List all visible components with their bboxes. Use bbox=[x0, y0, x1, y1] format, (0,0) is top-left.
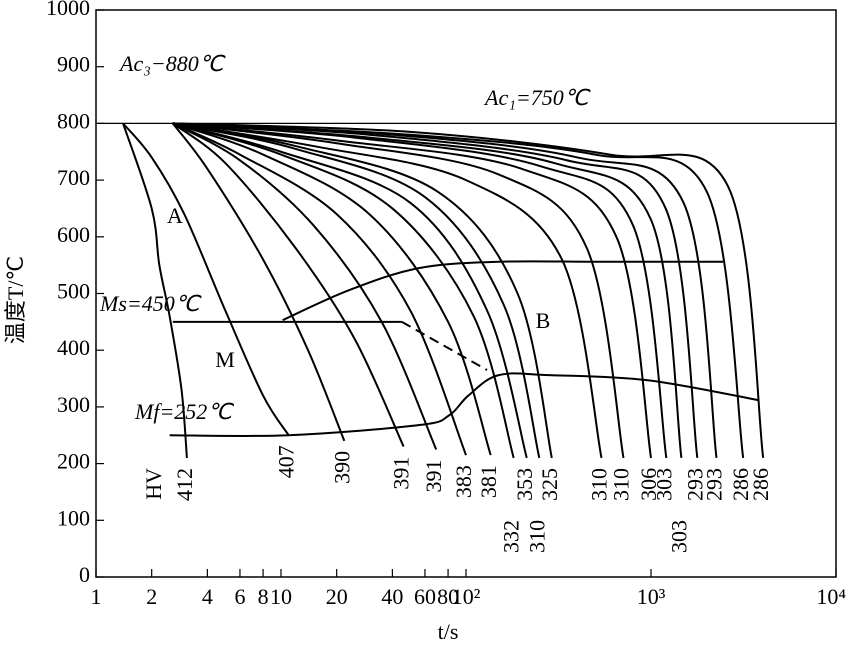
x-tick-label: 80 bbox=[437, 584, 459, 609]
cooling-curve bbox=[171, 122, 346, 442]
cooling-curve bbox=[172, 122, 541, 459]
x-tick-label: 60 bbox=[414, 584, 436, 609]
hardness-label: 412 bbox=[172, 468, 197, 501]
x-tick-label: 8 bbox=[258, 584, 269, 609]
hardness-label: 303 bbox=[666, 520, 691, 553]
annotation: Ac₃−880℃ bbox=[118, 51, 226, 76]
y-tick-label: 600 bbox=[57, 222, 90, 247]
x-tick-label: 2 bbox=[146, 584, 157, 609]
x-tick-label: 40 bbox=[381, 584, 403, 609]
x-tick-label: 1 bbox=[91, 584, 102, 609]
transformation-line bbox=[282, 260, 723, 322]
hardness-label: 310 bbox=[587, 468, 612, 501]
cooling-curve bbox=[172, 122, 553, 459]
annotation: M bbox=[215, 347, 235, 372]
cooling-curve bbox=[122, 122, 290, 436]
y-axis-label: 温度T/℃ bbox=[3, 256, 28, 344]
x-tick-label: 10² bbox=[452, 584, 481, 609]
cooling-curve bbox=[172, 122, 625, 459]
transformation-line bbox=[169, 372, 759, 438]
cooling-curve bbox=[172, 122, 652, 459]
cooling-curve bbox=[172, 122, 405, 448]
y-tick-label: 200 bbox=[57, 449, 90, 474]
cooling-curve bbox=[122, 123, 188, 459]
cooling-curve bbox=[172, 122, 745, 459]
cooling-curve bbox=[172, 122, 528, 459]
cooling-curve bbox=[172, 122, 765, 459]
hardness-label: 381 bbox=[476, 465, 501, 498]
x-tick-label: 10³ bbox=[637, 584, 666, 609]
x-axis-label: t/s bbox=[438, 619, 459, 644]
hardness-label: 303 bbox=[651, 468, 676, 501]
x-tick-label: 10 bbox=[270, 584, 292, 609]
hardness-axis-label: HV bbox=[141, 468, 166, 500]
y-tick-label: 1000 bbox=[46, 0, 90, 20]
annotation: Mf=252℃ bbox=[134, 399, 234, 424]
cooling-curve bbox=[172, 122, 515, 459]
y-tick-label: 100 bbox=[57, 505, 90, 530]
transformation-line bbox=[401, 320, 488, 371]
x-tick-label: 6 bbox=[234, 584, 245, 609]
annotation: A bbox=[167, 203, 183, 228]
cooling-curve bbox=[172, 122, 603, 459]
hardness-label: 306 bbox=[636, 468, 661, 501]
cooling-curve bbox=[172, 122, 683, 459]
hardness-label: 310 bbox=[524, 520, 549, 553]
y-tick-label: 400 bbox=[57, 335, 90, 360]
hardness-label: 390 bbox=[329, 451, 354, 484]
x-tick-label: 4 bbox=[202, 584, 213, 609]
cooling-curve bbox=[172, 122, 467, 456]
hardness-label: 332 bbox=[499, 520, 524, 553]
hardness-label: 383 bbox=[451, 465, 476, 498]
hardness-label: 391 bbox=[389, 457, 414, 490]
annotation: B bbox=[536, 308, 551, 333]
y-tick-label: 500 bbox=[57, 279, 90, 304]
y-tick-label: 900 bbox=[57, 52, 90, 77]
cooling-curve bbox=[172, 122, 699, 459]
hardness-label: 293 bbox=[702, 468, 727, 501]
cooling-curve bbox=[172, 122, 492, 456]
hardness-label: 407 bbox=[274, 445, 299, 478]
hardness-label: 293 bbox=[682, 468, 707, 501]
annotation: Ac₁=750℃ bbox=[483, 85, 591, 110]
hardness-label: 286 bbox=[748, 468, 773, 501]
y-tick-label: 800 bbox=[57, 108, 90, 133]
y-tick-label: 300 bbox=[57, 392, 90, 417]
hardness-label: 310 bbox=[609, 468, 634, 501]
hardness-label: 391 bbox=[421, 459, 446, 492]
hardness-label: 325 bbox=[537, 468, 562, 501]
x-tick-label: 10⁴ bbox=[816, 584, 846, 609]
annotation: Ms=450℃ bbox=[99, 291, 202, 316]
y-tick-label: 0 bbox=[79, 562, 90, 587]
hardness-label: 353 bbox=[512, 468, 537, 501]
x-tick-label: 20 bbox=[326, 584, 348, 609]
y-tick-label: 700 bbox=[57, 165, 90, 190]
cooling-curve bbox=[172, 122, 438, 450]
hardness-label: 286 bbox=[728, 468, 753, 501]
